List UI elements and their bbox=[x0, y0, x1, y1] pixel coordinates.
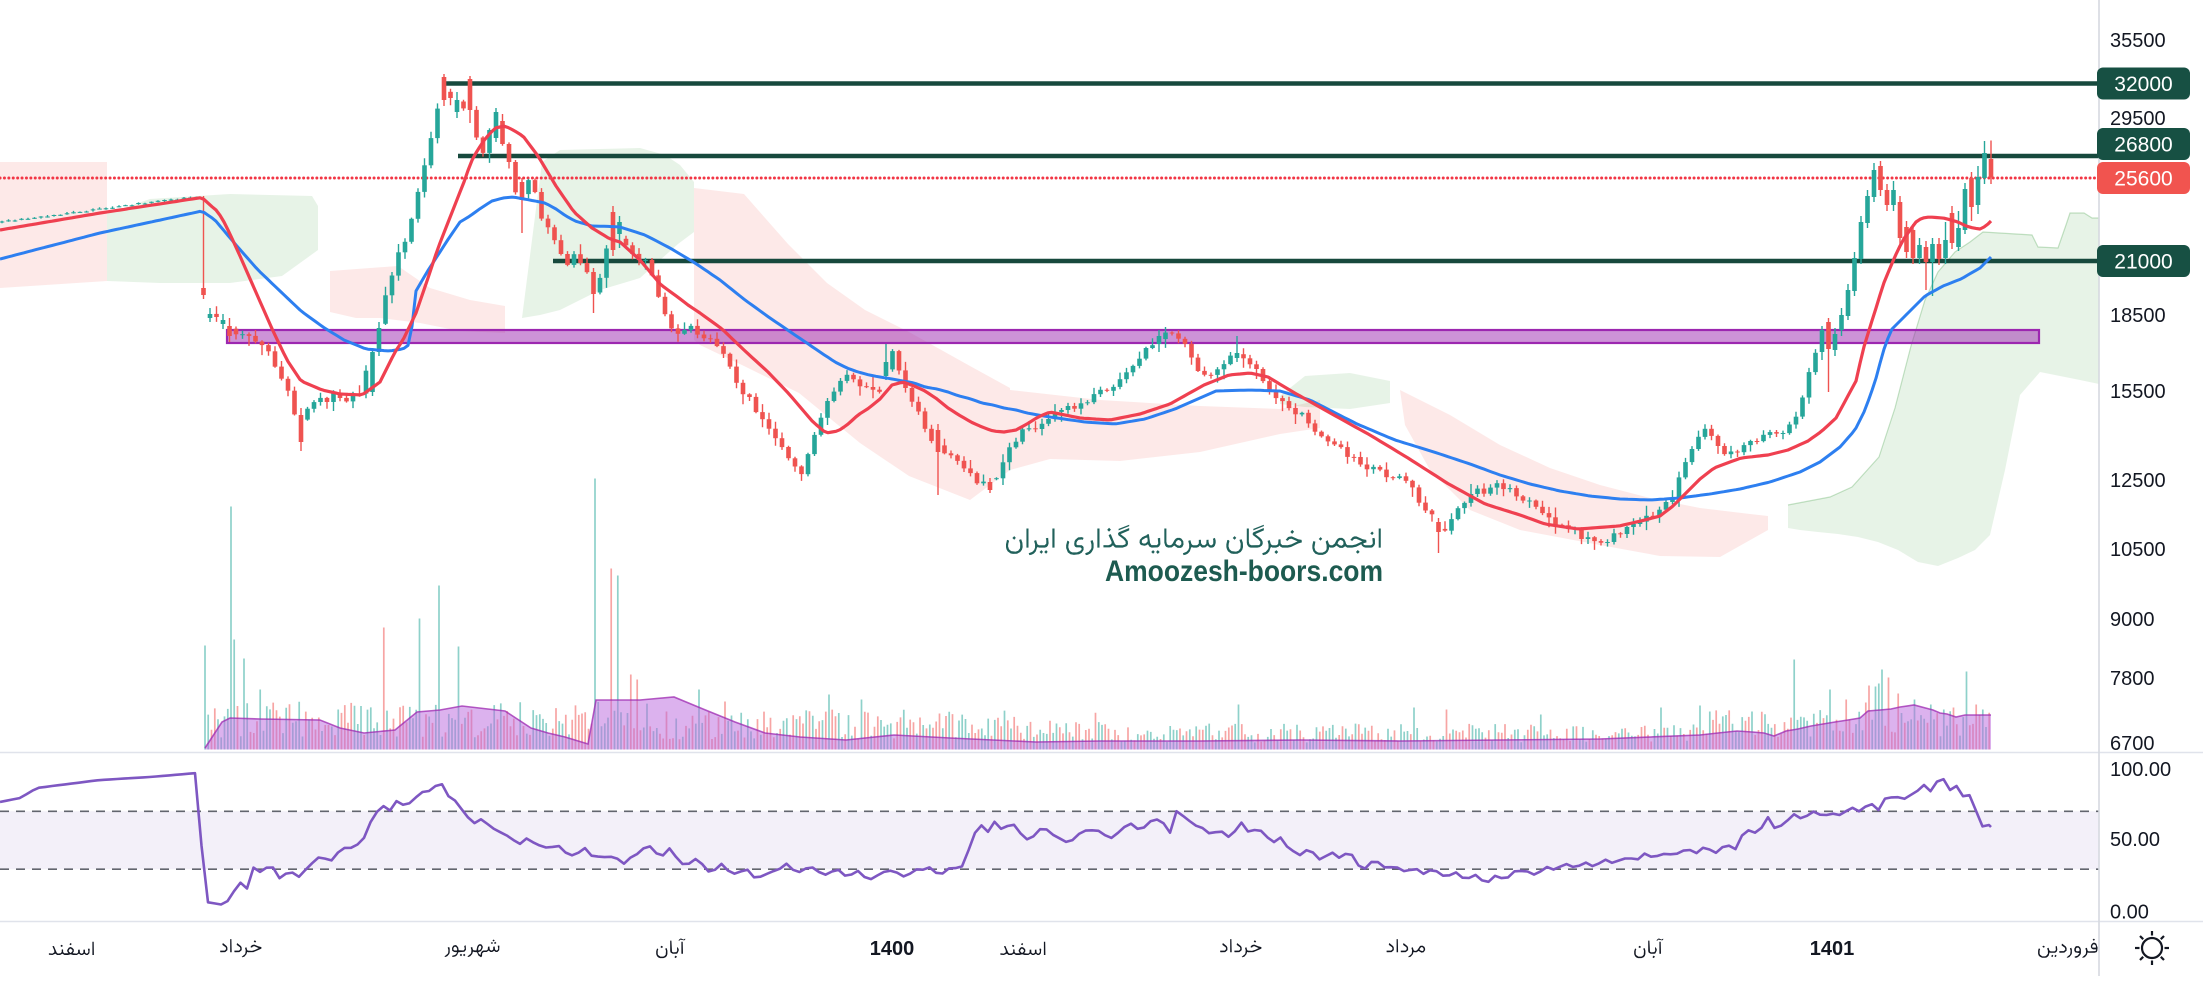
svg-text:18500: 18500 bbox=[2110, 305, 2166, 327]
svg-text:15500: 15500 bbox=[2110, 381, 2166, 403]
svg-text:32000: 32000 bbox=[2114, 73, 2172, 96]
svg-text:100.00: 100.00 bbox=[2110, 759, 2171, 781]
svg-text:25600: 25600 bbox=[2114, 168, 2172, 191]
svg-text:9000: 9000 bbox=[2110, 609, 2155, 631]
svg-text:26800: 26800 bbox=[2114, 134, 2172, 157]
svg-text:7800: 7800 bbox=[2110, 668, 2155, 690]
svg-text:Amoozesh-boors.com: Amoozesh-boors.com bbox=[1105, 555, 1383, 588]
svg-text:1401: 1401 bbox=[1810, 938, 1855, 960]
svg-text:29500: 29500 bbox=[2110, 108, 2166, 130]
svg-text:6700: 6700 bbox=[2110, 733, 2155, 755]
svg-text:1400: 1400 bbox=[870, 938, 915, 960]
svg-text:21000: 21000 bbox=[2114, 251, 2172, 274]
svg-text:10500: 10500 bbox=[2110, 539, 2166, 561]
svg-text:35500: 35500 bbox=[2110, 30, 2166, 52]
svg-text:50.00: 50.00 bbox=[2110, 829, 2160, 851]
svg-text:0.00: 0.00 bbox=[2110, 902, 2149, 924]
svg-text:12500: 12500 bbox=[2110, 470, 2166, 492]
